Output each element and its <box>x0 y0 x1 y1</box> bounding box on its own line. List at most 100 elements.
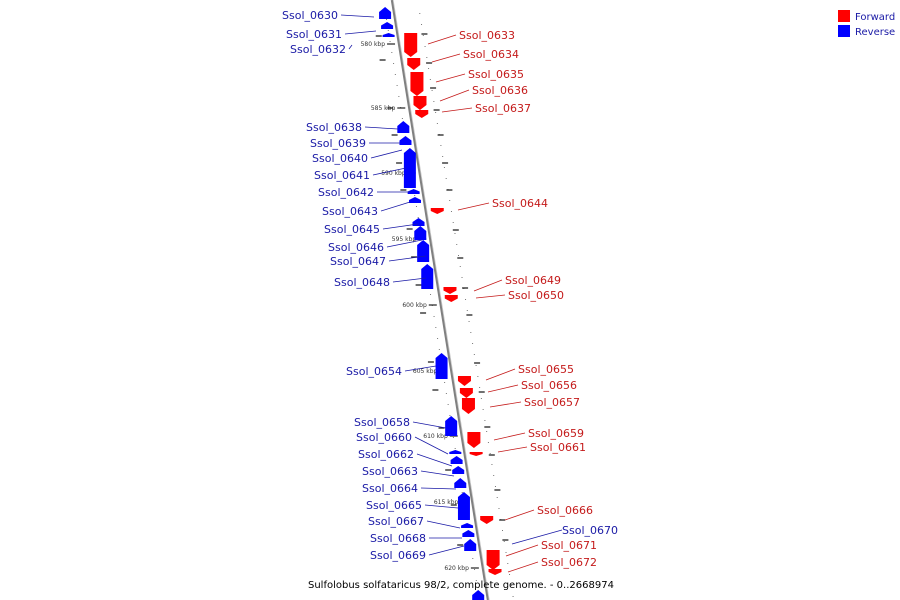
gene-reverse <box>417 240 430 262</box>
track-dot <box>475 365 477 366</box>
scale-tick-label: 610 kbp <box>423 433 448 440</box>
track-dot <box>510 585 512 586</box>
leader-line <box>441 107 473 113</box>
genome-axis <box>390 0 490 600</box>
track-dot <box>503 541 505 542</box>
gene-forward <box>404 33 418 57</box>
track-dot <box>493 475 495 476</box>
track-dot <box>433 101 435 102</box>
scale-tick-label: 585 kbp <box>371 105 396 112</box>
track-dot <box>431 90 433 91</box>
gene-label-forward: Ssol_0650 <box>508 289 564 302</box>
gene-labels: Ssol_0630 Ssol_0631 Ssol_0632 Ssol_0638 Ssol… <box>282 9 618 573</box>
gene-reverse <box>454 478 467 488</box>
gene-forward <box>443 287 457 294</box>
leader-line <box>386 239 423 248</box>
gene-label-reverse: Ssol_0648 <box>334 276 390 289</box>
track-dot <box>430 294 432 295</box>
genes-layer <box>379 7 502 600</box>
track-dot <box>512 596 514 597</box>
track-dot <box>437 338 439 339</box>
leader-line <box>487 384 519 393</box>
gene-label-reverse: Ssol_0664 <box>362 482 418 495</box>
gene-label-forward: Ssol_0655 <box>518 363 574 376</box>
leader-line <box>428 545 465 556</box>
track-dot <box>445 178 447 179</box>
leader-line <box>424 504 459 509</box>
leader-line <box>505 544 539 557</box>
track-dot <box>498 508 500 509</box>
track-dot <box>398 96 400 97</box>
gene-reverse <box>403 148 416 188</box>
gene-reverse <box>381 22 394 29</box>
track-dot <box>486 431 488 432</box>
track-dot <box>447 404 449 405</box>
scale-tick-label: 620 kbp <box>444 565 469 572</box>
track-dot <box>435 112 437 113</box>
track-dot <box>433 316 435 317</box>
gene-reverse <box>464 539 477 551</box>
leader-line <box>427 34 457 45</box>
gene-label-forward: Ssol_0636 <box>472 84 528 97</box>
track-dot <box>509 574 511 575</box>
gene-label-reverse: Ssol_0663 <box>362 465 418 478</box>
track-dot <box>391 52 393 53</box>
track-dot <box>426 57 428 58</box>
track-dot <box>477 376 479 377</box>
gene-forward <box>467 432 481 448</box>
leader-line <box>431 53 461 63</box>
track-dot <box>480 398 482 399</box>
track-dot <box>458 255 459 256</box>
axis-highlight <box>392 0 490 600</box>
leader-line <box>497 446 528 453</box>
scale-tick-label: 595 kbp <box>392 236 417 243</box>
gene-reverse <box>421 264 434 289</box>
gene-label-reverse: Ssol_0643 <box>322 205 378 218</box>
gene-label-reverse: Ssol_0665 <box>366 499 422 512</box>
track-dot <box>389 41 391 42</box>
gene-reverse <box>414 226 427 240</box>
leader-line <box>372 167 407 176</box>
track-dot <box>454 233 456 234</box>
track-dot <box>442 156 444 157</box>
track-dot <box>479 387 481 388</box>
gene-label-reverse: Ssol_0631 <box>286 28 342 41</box>
track-dot <box>440 145 442 146</box>
scale-tick-label: 580 kbp <box>361 41 386 48</box>
scale-tick-label: 590 kbp <box>381 170 406 177</box>
track-dot <box>452 437 454 438</box>
legend: Forward Reverse <box>838 10 895 38</box>
gene-reverse <box>452 466 465 474</box>
gene-label-reverse: Ssol_0668 <box>370 532 426 545</box>
gene-label-forward: Ssol_0635 <box>468 68 524 81</box>
gene-reverse <box>382 33 395 37</box>
gene-label-forward: Ssol_0649 <box>505 274 561 287</box>
track-dot <box>449 415 451 416</box>
track-dot <box>461 277 463 278</box>
track-dot <box>502 530 503 531</box>
gene-label-reverse: Ssol_0640 <box>312 152 368 165</box>
track-dot <box>494 486 496 487</box>
leader-line <box>507 561 539 573</box>
scale-tick-label: 600 kbp <box>402 302 427 309</box>
track-dot <box>466 310 468 311</box>
leader-line <box>344 30 377 35</box>
leader-line <box>380 201 411 212</box>
leader-line <box>412 421 447 429</box>
track-dot <box>429 79 431 80</box>
track-dot <box>435 327 437 328</box>
track-dot <box>436 123 438 124</box>
gene-label-forward: Ssol_0661 <box>530 441 586 454</box>
gene-reverse <box>445 416 458 436</box>
gene-label-reverse: Ssol_0639 <box>310 137 366 150</box>
legend-label-forward: Forward <box>855 12 895 23</box>
leader-line <box>414 436 449 455</box>
track-dot <box>422 35 424 36</box>
track-dot <box>445 393 447 394</box>
track-dot <box>507 563 509 564</box>
track-dot <box>401 118 403 119</box>
gene-reverse <box>397 121 410 133</box>
track-dot <box>491 464 493 465</box>
gene-forward <box>407 58 421 70</box>
track-dot <box>473 354 475 355</box>
